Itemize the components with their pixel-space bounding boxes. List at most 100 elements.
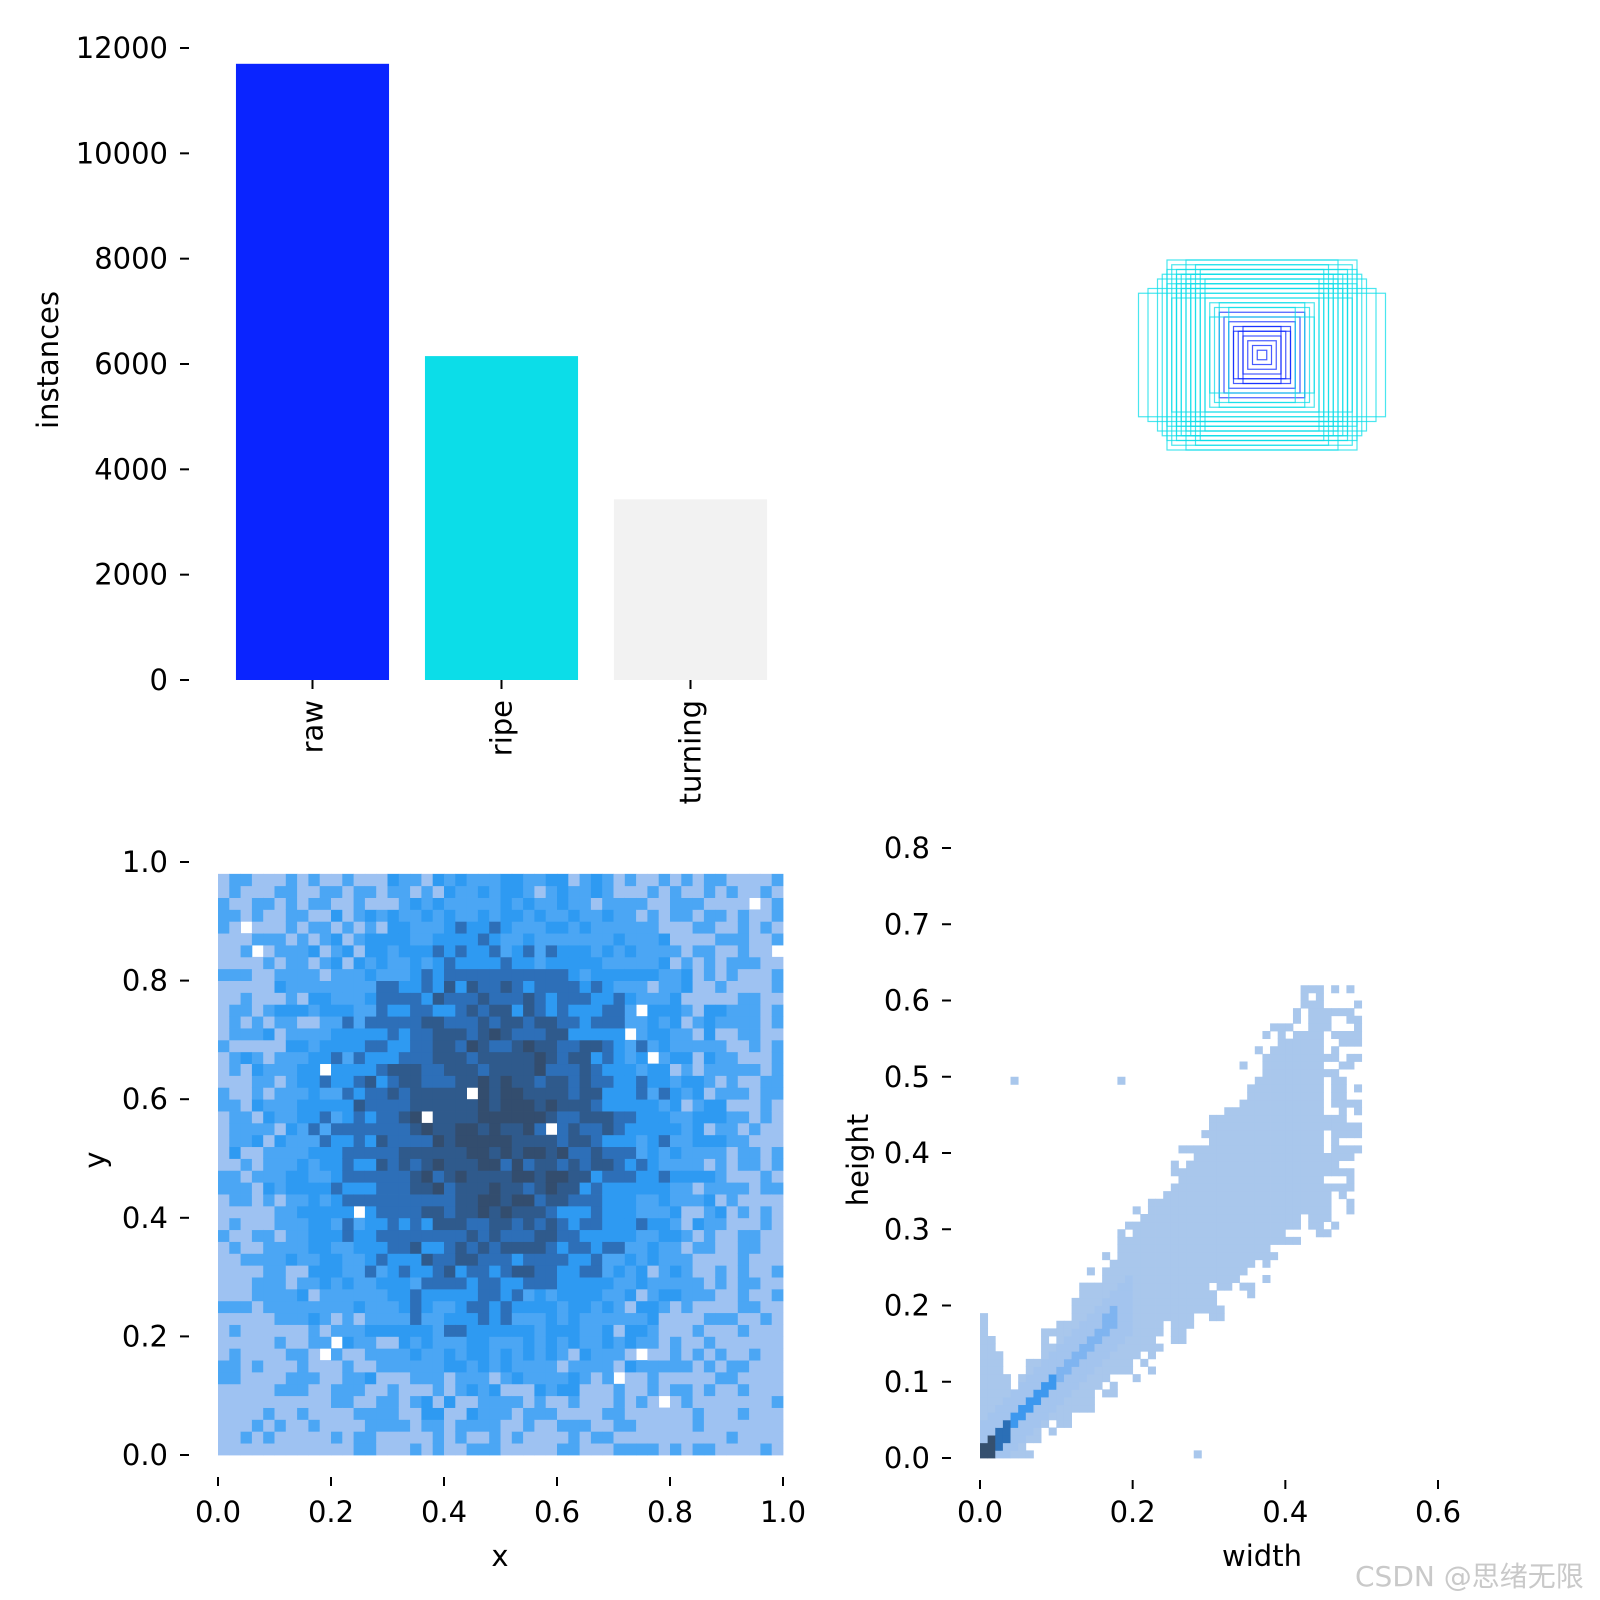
heat-cell bbox=[1231, 1244, 1240, 1253]
bbox-outline bbox=[1242, 325, 1282, 385]
heat-cell bbox=[489, 956, 501, 970]
heat-cell bbox=[1331, 1084, 1340, 1093]
heat-cell bbox=[466, 1099, 479, 1112]
heat-cell bbox=[1170, 1275, 1179, 1284]
heat-cell bbox=[387, 1395, 400, 1408]
heat-cell bbox=[715, 1158, 727, 1171]
heat-cell bbox=[1140, 1313, 1149, 1322]
heat-cell bbox=[1117, 1236, 1126, 1245]
x-tick-label: 0.8 bbox=[647, 1495, 693, 1529]
heat-cell bbox=[251, 1099, 264, 1112]
heat-cell bbox=[568, 1360, 580, 1373]
heat-cell bbox=[715, 1407, 727, 1420]
heat-cell bbox=[749, 1443, 761, 1456]
heat-cell bbox=[1323, 1008, 1332, 1017]
heat-cell bbox=[263, 1016, 275, 1029]
heat-cell bbox=[489, 1336, 501, 1349]
heat-cell bbox=[624, 1063, 637, 1076]
heat-cell bbox=[421, 945, 434, 958]
heat-cell bbox=[534, 897, 547, 910]
heat-cell bbox=[455, 1336, 467, 1349]
heat-cell bbox=[1071, 1374, 1080, 1383]
heat-cell bbox=[1048, 1404, 1057, 1413]
heat-cell bbox=[1170, 1252, 1179, 1261]
heat-cell bbox=[703, 1324, 716, 1337]
heat-cell bbox=[421, 956, 434, 970]
heat-cell bbox=[1239, 1229, 1248, 1238]
heat-cell bbox=[500, 1111, 513, 1124]
heat-cell bbox=[737, 1146, 750, 1159]
heat-cell bbox=[500, 1265, 513, 1278]
heat-cell bbox=[726, 1099, 739, 1112]
heat-cell bbox=[579, 1004, 592, 1017]
heat-cell bbox=[579, 980, 592, 993]
heat-cell bbox=[297, 1134, 309, 1148]
heat-cell bbox=[658, 921, 671, 934]
heat-cell bbox=[545, 1099, 558, 1112]
heat-cell bbox=[1041, 1351, 1050, 1360]
heat-cell bbox=[1178, 1259, 1187, 1268]
heat-cell bbox=[1125, 1297, 1134, 1306]
heat-cell bbox=[421, 1336, 434, 1349]
heat-cell bbox=[489, 909, 501, 922]
heat-cell bbox=[1262, 1244, 1271, 1253]
heat-cell bbox=[331, 1265, 343, 1278]
heat-cell bbox=[364, 897, 377, 910]
heat-cell bbox=[624, 1146, 637, 1159]
heat-cell bbox=[1048, 1351, 1057, 1360]
heat-cell bbox=[421, 992, 434, 1005]
heat-cell bbox=[331, 1241, 343, 1254]
heat-cell bbox=[308, 1336, 321, 1349]
heat-cell bbox=[319, 933, 332, 946]
heat-cell bbox=[1002, 1389, 1011, 1398]
heat-cell bbox=[432, 1004, 445, 1017]
heat-cell bbox=[240, 1277, 253, 1290]
heat-cell bbox=[477, 1063, 490, 1076]
heat-cell bbox=[1018, 1435, 1027, 1444]
heat-cell bbox=[1201, 1160, 1210, 1169]
heat-cell bbox=[466, 968, 479, 981]
heat-cell bbox=[534, 1419, 547, 1432]
heat-cell bbox=[432, 1288, 445, 1302]
heat-cell bbox=[511, 1075, 524, 1088]
heat-cell bbox=[568, 1229, 580, 1242]
heat-cell bbox=[602, 1229, 614, 1242]
heat-cell bbox=[387, 1265, 400, 1278]
heat-cell bbox=[681, 1407, 693, 1420]
heat-cell bbox=[432, 945, 445, 958]
heat-cell bbox=[274, 1075, 287, 1088]
heat-cell bbox=[455, 1348, 467, 1361]
heat-cell bbox=[1155, 1267, 1164, 1276]
heat-cell bbox=[308, 1419, 321, 1432]
heat-cell bbox=[568, 956, 580, 970]
heat-cell bbox=[624, 1395, 637, 1408]
heat-cell bbox=[331, 1277, 343, 1290]
heat-cell bbox=[579, 1111, 592, 1124]
heat-cell bbox=[545, 1265, 558, 1278]
heat-cell bbox=[557, 933, 569, 946]
heat-cell bbox=[353, 921, 366, 934]
heat-cell bbox=[647, 968, 660, 981]
heat-cell bbox=[398, 1241, 411, 1254]
heat-cell bbox=[1224, 1236, 1233, 1245]
heat-cell bbox=[308, 1229, 321, 1242]
heat-cell bbox=[1231, 1145, 1240, 1154]
heat-cell bbox=[987, 1397, 996, 1406]
heat-cell bbox=[229, 1063, 241, 1076]
heat-cell bbox=[636, 956, 648, 970]
heat-cell bbox=[1132, 1313, 1141, 1322]
heat-cell bbox=[1193, 1183, 1202, 1192]
heat-cell bbox=[342, 956, 354, 970]
heat-cell bbox=[229, 1241, 241, 1254]
heat-cell bbox=[726, 1253, 739, 1266]
heat-cell bbox=[636, 1182, 648, 1195]
heat-cell bbox=[500, 945, 513, 958]
heat-cell bbox=[1216, 1229, 1225, 1238]
heat-cell bbox=[308, 1324, 321, 1337]
heat-cell bbox=[274, 1241, 287, 1254]
heat-cell bbox=[557, 1431, 569, 1444]
heat-cell bbox=[218, 921, 230, 934]
heat-cell bbox=[387, 1419, 400, 1432]
heat-cell bbox=[1033, 1419, 1042, 1428]
heat-cell bbox=[1308, 1198, 1317, 1207]
